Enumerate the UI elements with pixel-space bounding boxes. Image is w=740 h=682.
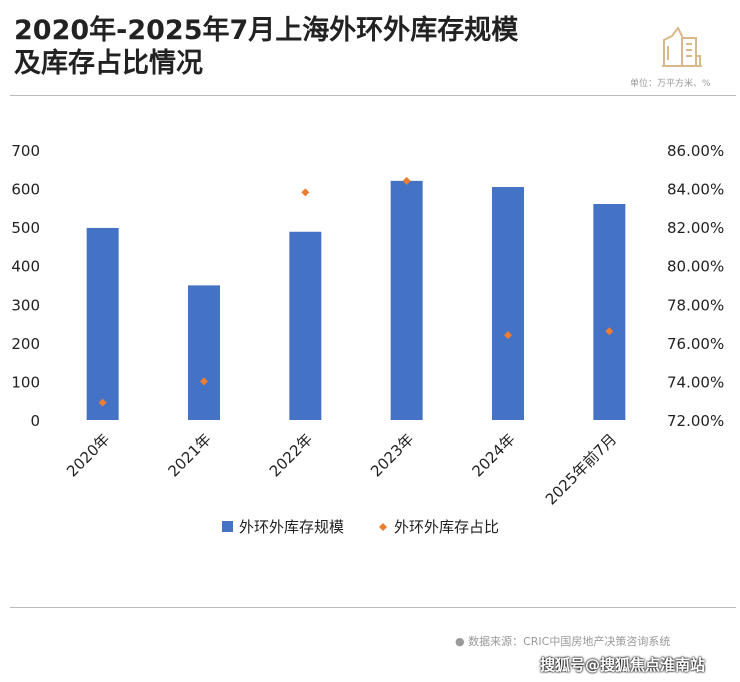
ratio-point <box>98 398 107 407</box>
y-tick-label: 100 <box>11 373 40 391</box>
y-tick-label: 300 <box>11 296 40 314</box>
buildings-icon <box>662 26 702 67</box>
y-tick-label: 0 <box>30 412 40 430</box>
chart: 0 100 200 300 400 500 600 700 72.00% 74.00% 76.00%… <box>11 142 724 536</box>
legend-bar-swatch <box>222 521 233 532</box>
ratio-point <box>200 377 208 386</box>
data-source: ● 数据来源：CRIC中国房地产决策咨询系统 <box>455 635 671 648</box>
bar <box>492 187 524 420</box>
divider <box>10 607 736 608</box>
bar <box>188 285 220 420</box>
bar <box>593 204 626 420</box>
divider <box>10 95 736 96</box>
y2-tick-label: 86.00% <box>667 142 724 160</box>
bar <box>390 180 423 420</box>
y2-tick-label: 82.00% <box>667 219 724 237</box>
y-tick-label: 500 <box>11 219 40 237</box>
ratio-point <box>504 331 512 340</box>
title-line-2: 及库存占比情况 <box>14 48 203 79</box>
legend-label: 外环外库存占比 <box>394 518 499 536</box>
y-tick-label: 400 <box>11 258 40 276</box>
unit-label: 单位：万平方米、% <box>630 79 711 89</box>
y-tick-label: 200 <box>11 335 40 353</box>
title-line-1: 2020年-2025年7月上海外环外库存规模 <box>14 15 519 46</box>
legend-label: 外环外库存规模 <box>239 518 344 536</box>
ratio-point <box>605 327 614 336</box>
watermark: 搜狐号@搜狐焦点淮南站 <box>540 656 706 674</box>
chart-title: 2020年-2025年7月上海外环外库存规模 及库存占比情况 <box>14 14 518 80</box>
x-tick-label: 2024年 <box>468 430 518 480</box>
bar <box>86 227 119 420</box>
x-tick-label: 2020年 <box>63 430 113 480</box>
y-tick-label: 600 <box>11 181 40 199</box>
legend-dot-swatch <box>379 523 387 531</box>
y-tick-label: 700 <box>11 142 40 160</box>
ratio-point <box>301 188 310 197</box>
y2-tick-label: 84.00% <box>667 181 724 199</box>
ratio-point <box>402 176 411 185</box>
y2-tick-label: 74.00% <box>667 373 724 391</box>
bar <box>289 231 322 420</box>
x-tick-label: 2021年 <box>164 430 214 480</box>
y2-tick-label: 80.00% <box>667 258 724 276</box>
x-tick-label: 2022年 <box>266 430 316 480</box>
y2-tick-label: 76.00% <box>667 335 724 353</box>
x-tick-label: 2023年 <box>367 430 417 480</box>
x-tick-label: 2025年前7月 <box>542 430 620 508</box>
y2-tick-label: 78.00% <box>667 296 724 314</box>
y2-tick-label: 72.00% <box>667 412 724 430</box>
